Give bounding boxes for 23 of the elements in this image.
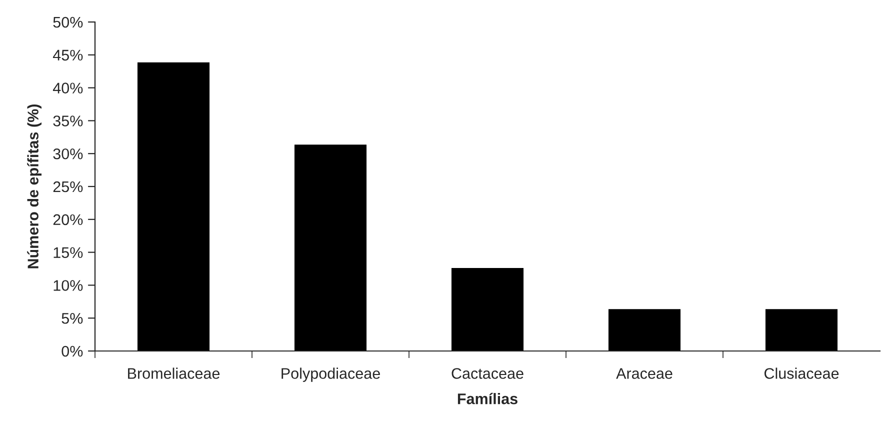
y-tick-label: 45%	[52, 50, 83, 61]
y-axis-title: Número de epífitas (%)	[27, 104, 42, 268]
bar	[765, 309, 838, 351]
bar	[294, 144, 367, 351]
y-tick-label: 5%	[62, 313, 83, 324]
x-tick-label: Clusiaceae	[764, 368, 839, 379]
x-tick-label: Cactaceae	[452, 368, 524, 379]
y-tick-label: 25%	[53, 181, 83, 192]
y-tick-label: 35%	[53, 116, 83, 126]
y-tick-label: 30%	[53, 148, 83, 160]
y-tick-label: 10%	[54, 280, 83, 291]
x-tick-label: Bromeliaceae	[128, 368, 220, 379]
x-tick-label: Araceae	[616, 368, 672, 379]
bar	[451, 268, 524, 351]
y-tick-label: 50%	[53, 16, 83, 28]
y-tick-label: 15%	[54, 247, 83, 258]
y-tick-label: 0%	[62, 346, 83, 357]
bar	[608, 309, 681, 351]
bar	[137, 62, 210, 351]
x-tick-label: Polypodiaceae	[282, 368, 380, 382]
x-axis-title: Famílias	[458, 392, 518, 404]
y-tick-label: 20%	[53, 214, 83, 226]
y-tick-label: 40%	[52, 82, 83, 94]
